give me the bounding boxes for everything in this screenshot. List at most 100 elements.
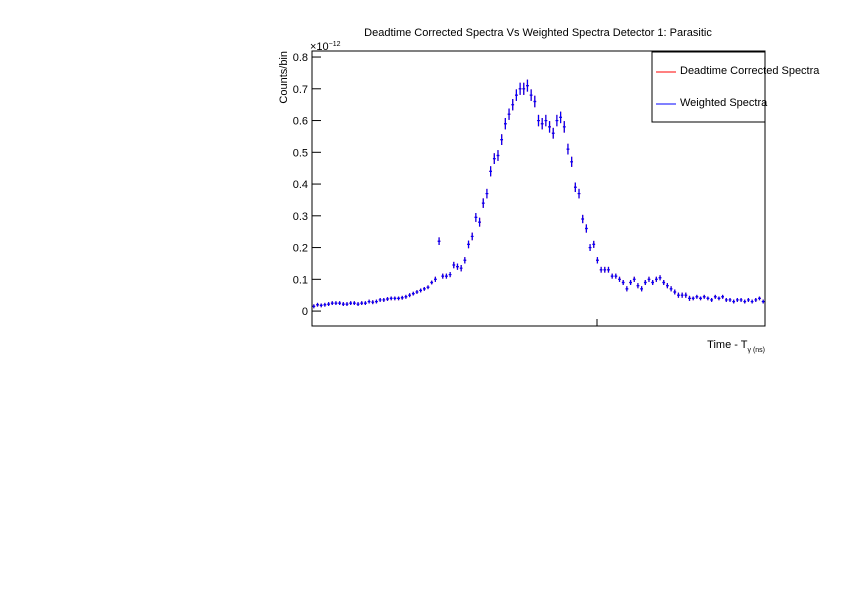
data-point — [360, 301, 364, 306]
data-point — [364, 301, 367, 306]
data-point — [754, 298, 758, 302]
data-point — [691, 296, 695, 301]
y-tick-label: 0.6 — [293, 116, 308, 128]
data-point — [585, 224, 588, 233]
data-point — [353, 301, 356, 306]
y-axis-title: Counts/bin — [278, 51, 290, 104]
data-point — [485, 188, 489, 199]
data-point — [312, 304, 316, 309]
data-point — [389, 296, 393, 301]
data-point — [448, 272, 452, 278]
legend-label: Deadtime Corrected Spectra — [680, 65, 820, 77]
data-point — [522, 82, 526, 95]
data-point — [375, 299, 378, 304]
data-point — [684, 292, 688, 298]
data-point — [761, 299, 765, 304]
data-point — [669, 286, 673, 292]
data-point — [489, 166, 492, 177]
data-point — [452, 261, 456, 269]
data-point — [677, 292, 680, 298]
data-point — [474, 212, 478, 222]
data-point — [330, 301, 334, 306]
data-point — [548, 121, 551, 133]
data-point — [739, 298, 743, 302]
data-point — [607, 266, 610, 273]
y-multiplier: ×10−12 — [310, 41, 341, 53]
data-point — [599, 266, 603, 273]
y-tick-label: 0.8 — [293, 52, 308, 64]
y-multiplier-base: ×10 — [310, 41, 329, 53]
data-point — [386, 297, 389, 301]
data-point — [618, 276, 621, 282]
data-point — [507, 108, 511, 120]
data-point — [643, 279, 647, 286]
data-point — [662, 279, 666, 286]
data-point — [581, 214, 585, 224]
data-point — [680, 292, 684, 298]
data-point — [603, 266, 607, 273]
data-point — [562, 121, 566, 133]
data-point — [463, 257, 467, 264]
chart-title: Deadtime Corrected Spectra Vs Weighted S… — [364, 27, 712, 39]
data-point — [367, 299, 371, 304]
data-point — [710, 298, 713, 302]
data-point — [456, 263, 459, 270]
data-point — [736, 298, 739, 302]
data-point — [411, 291, 415, 296]
data-point — [688, 295, 691, 301]
plot-frame — [311, 50, 766, 327]
data-point — [441, 273, 445, 279]
data-point — [717, 296, 721, 301]
data-point — [724, 298, 728, 302]
data-point — [400, 295, 404, 300]
data-point — [732, 299, 736, 304]
data-point — [529, 89, 533, 101]
data-point — [341, 302, 345, 306]
data-point — [610, 273, 614, 279]
data-point — [588, 244, 592, 252]
data-point — [559, 111, 562, 124]
data-point — [430, 280, 434, 285]
data-point — [621, 279, 625, 286]
data-point — [371, 300, 375, 305]
data-point — [426, 285, 430, 290]
data-point — [728, 298, 732, 302]
y-tick-label: 0.5 — [293, 147, 308, 159]
data-point — [666, 283, 669, 289]
data-point — [415, 290, 419, 294]
x-axis-title: Time - Tγ (ns) — [707, 339, 765, 354]
data-point — [327, 302, 330, 306]
data-point — [316, 302, 319, 307]
legend-box — [651, 51, 766, 123]
x-axis-title-sub: γ (ns) — [748, 347, 766, 354]
data-point — [445, 273, 448, 279]
data-point — [629, 279, 632, 286]
data-point — [540, 118, 544, 130]
data-point — [699, 296, 702, 301]
data-point — [573, 182, 577, 192]
data-point — [515, 89, 518, 101]
data-point — [408, 293, 411, 298]
data-point — [356, 302, 360, 306]
data-point — [500, 134, 504, 145]
data-point — [459, 265, 463, 272]
data-point — [393, 296, 397, 301]
data-point — [496, 150, 500, 161]
data-point — [570, 156, 573, 167]
data-point — [511, 98, 515, 111]
data-point — [526, 79, 529, 92]
data-point — [625, 286, 629, 292]
data-point — [614, 273, 618, 279]
data-point — [504, 118, 507, 130]
data-point — [658, 275, 662, 281]
data-point — [437, 237, 441, 246]
data-point — [596, 257, 599, 264]
legend: Deadtime Corrected Spectra Weighted Spect… — [651, 51, 820, 123]
y-tick-label: 0 — [302, 306, 308, 318]
data-point — [651, 279, 655, 286]
x-axis-title-main: Time - T — [707, 339, 748, 351]
y-tick-label: 0.2 — [293, 243, 308, 255]
data-point — [566, 143, 570, 155]
y-tick-label: 0.4 — [293, 179, 308, 191]
data-point — [747, 298, 750, 302]
